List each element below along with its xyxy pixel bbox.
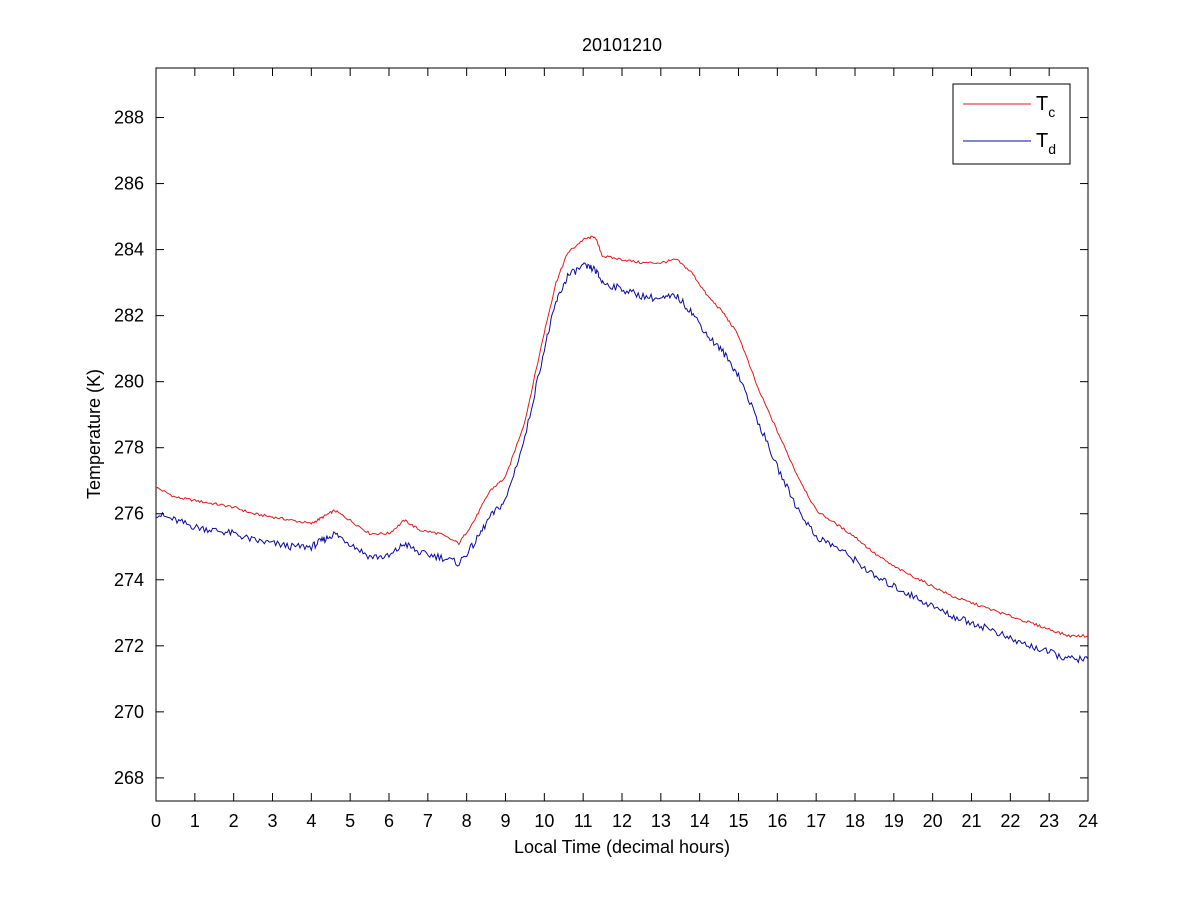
x-tick-label: 6 bbox=[384, 811, 394, 831]
series-line-td bbox=[155, 262, 1089, 664]
x-tick-label: 20 bbox=[923, 811, 943, 831]
y-tick-label: 288 bbox=[114, 108, 144, 128]
y-tick-label: 284 bbox=[114, 240, 144, 260]
x-tick-label: 8 bbox=[462, 811, 472, 831]
y-tick-label: 274 bbox=[114, 570, 144, 590]
x-tick-label: 23 bbox=[1039, 811, 1059, 831]
x-tick-label: 4 bbox=[306, 811, 316, 831]
x-axis: 0 1 2 3 4 5 6 7 8 9 10 11 12 13 14 15 16 17 18 19 20 21 22 23 24 bbox=[151, 68, 1098, 831]
y-tick-label: 278 bbox=[114, 438, 144, 458]
x-tick-label: 22 bbox=[1000, 811, 1020, 831]
axes-box bbox=[155, 67, 1089, 802]
chart-title: 20101210 bbox=[582, 35, 662, 55]
series-line-tc bbox=[155, 235, 1089, 638]
y-tick-label: 280 bbox=[114, 372, 144, 392]
x-tick-label: 11 bbox=[574, 811, 593, 831]
x-tick-label: 7 bbox=[423, 811, 433, 831]
x-tick-label: 19 bbox=[884, 811, 904, 831]
y-axis: 268 270 272 274 276 278 280 282 284 286 288 bbox=[114, 108, 1088, 788]
legend: Tc Td bbox=[952, 83, 1071, 165]
x-tick-label: 3 bbox=[267, 811, 277, 831]
plot-area bbox=[155, 67, 1089, 802]
legend-label-td: Td bbox=[1036, 130, 1056, 157]
legend-box bbox=[952, 83, 1071, 165]
x-tick-label: 15 bbox=[728, 811, 748, 831]
x-tick-label: 10 bbox=[534, 811, 554, 831]
x-tick-label: 1 bbox=[190, 811, 200, 831]
x-axis-title: Local Time (decimal hours) bbox=[514, 837, 730, 857]
x-tick-label: 18 bbox=[845, 811, 865, 831]
legend-label-tc: Tc bbox=[1036, 93, 1055, 120]
x-tick-label: 24 bbox=[1078, 811, 1098, 831]
x-tick-label: 12 bbox=[612, 811, 632, 831]
x-tick-label: 0 bbox=[151, 811, 161, 831]
x-tick-label: 13 bbox=[651, 811, 671, 831]
x-tick-label: 21 bbox=[961, 811, 981, 831]
y-tick-label: 282 bbox=[114, 306, 144, 326]
y-tick-label: 276 bbox=[114, 504, 144, 524]
x-tick-label: 2 bbox=[229, 811, 239, 831]
y-tick-label: 268 bbox=[114, 768, 144, 788]
x-tick-label: 17 bbox=[806, 811, 826, 831]
y-axis-title: Temperature (K) bbox=[84, 369, 104, 499]
x-tick-label: 5 bbox=[345, 811, 355, 831]
series-layer bbox=[155, 235, 1089, 664]
x-tick-label: 14 bbox=[690, 811, 710, 831]
y-tick-label: 270 bbox=[114, 702, 144, 722]
y-tick-label: 286 bbox=[114, 174, 144, 194]
x-tick-label: 16 bbox=[767, 811, 787, 831]
y-tick-label: 272 bbox=[114, 636, 144, 656]
x-tick-label: 9 bbox=[500, 811, 510, 831]
